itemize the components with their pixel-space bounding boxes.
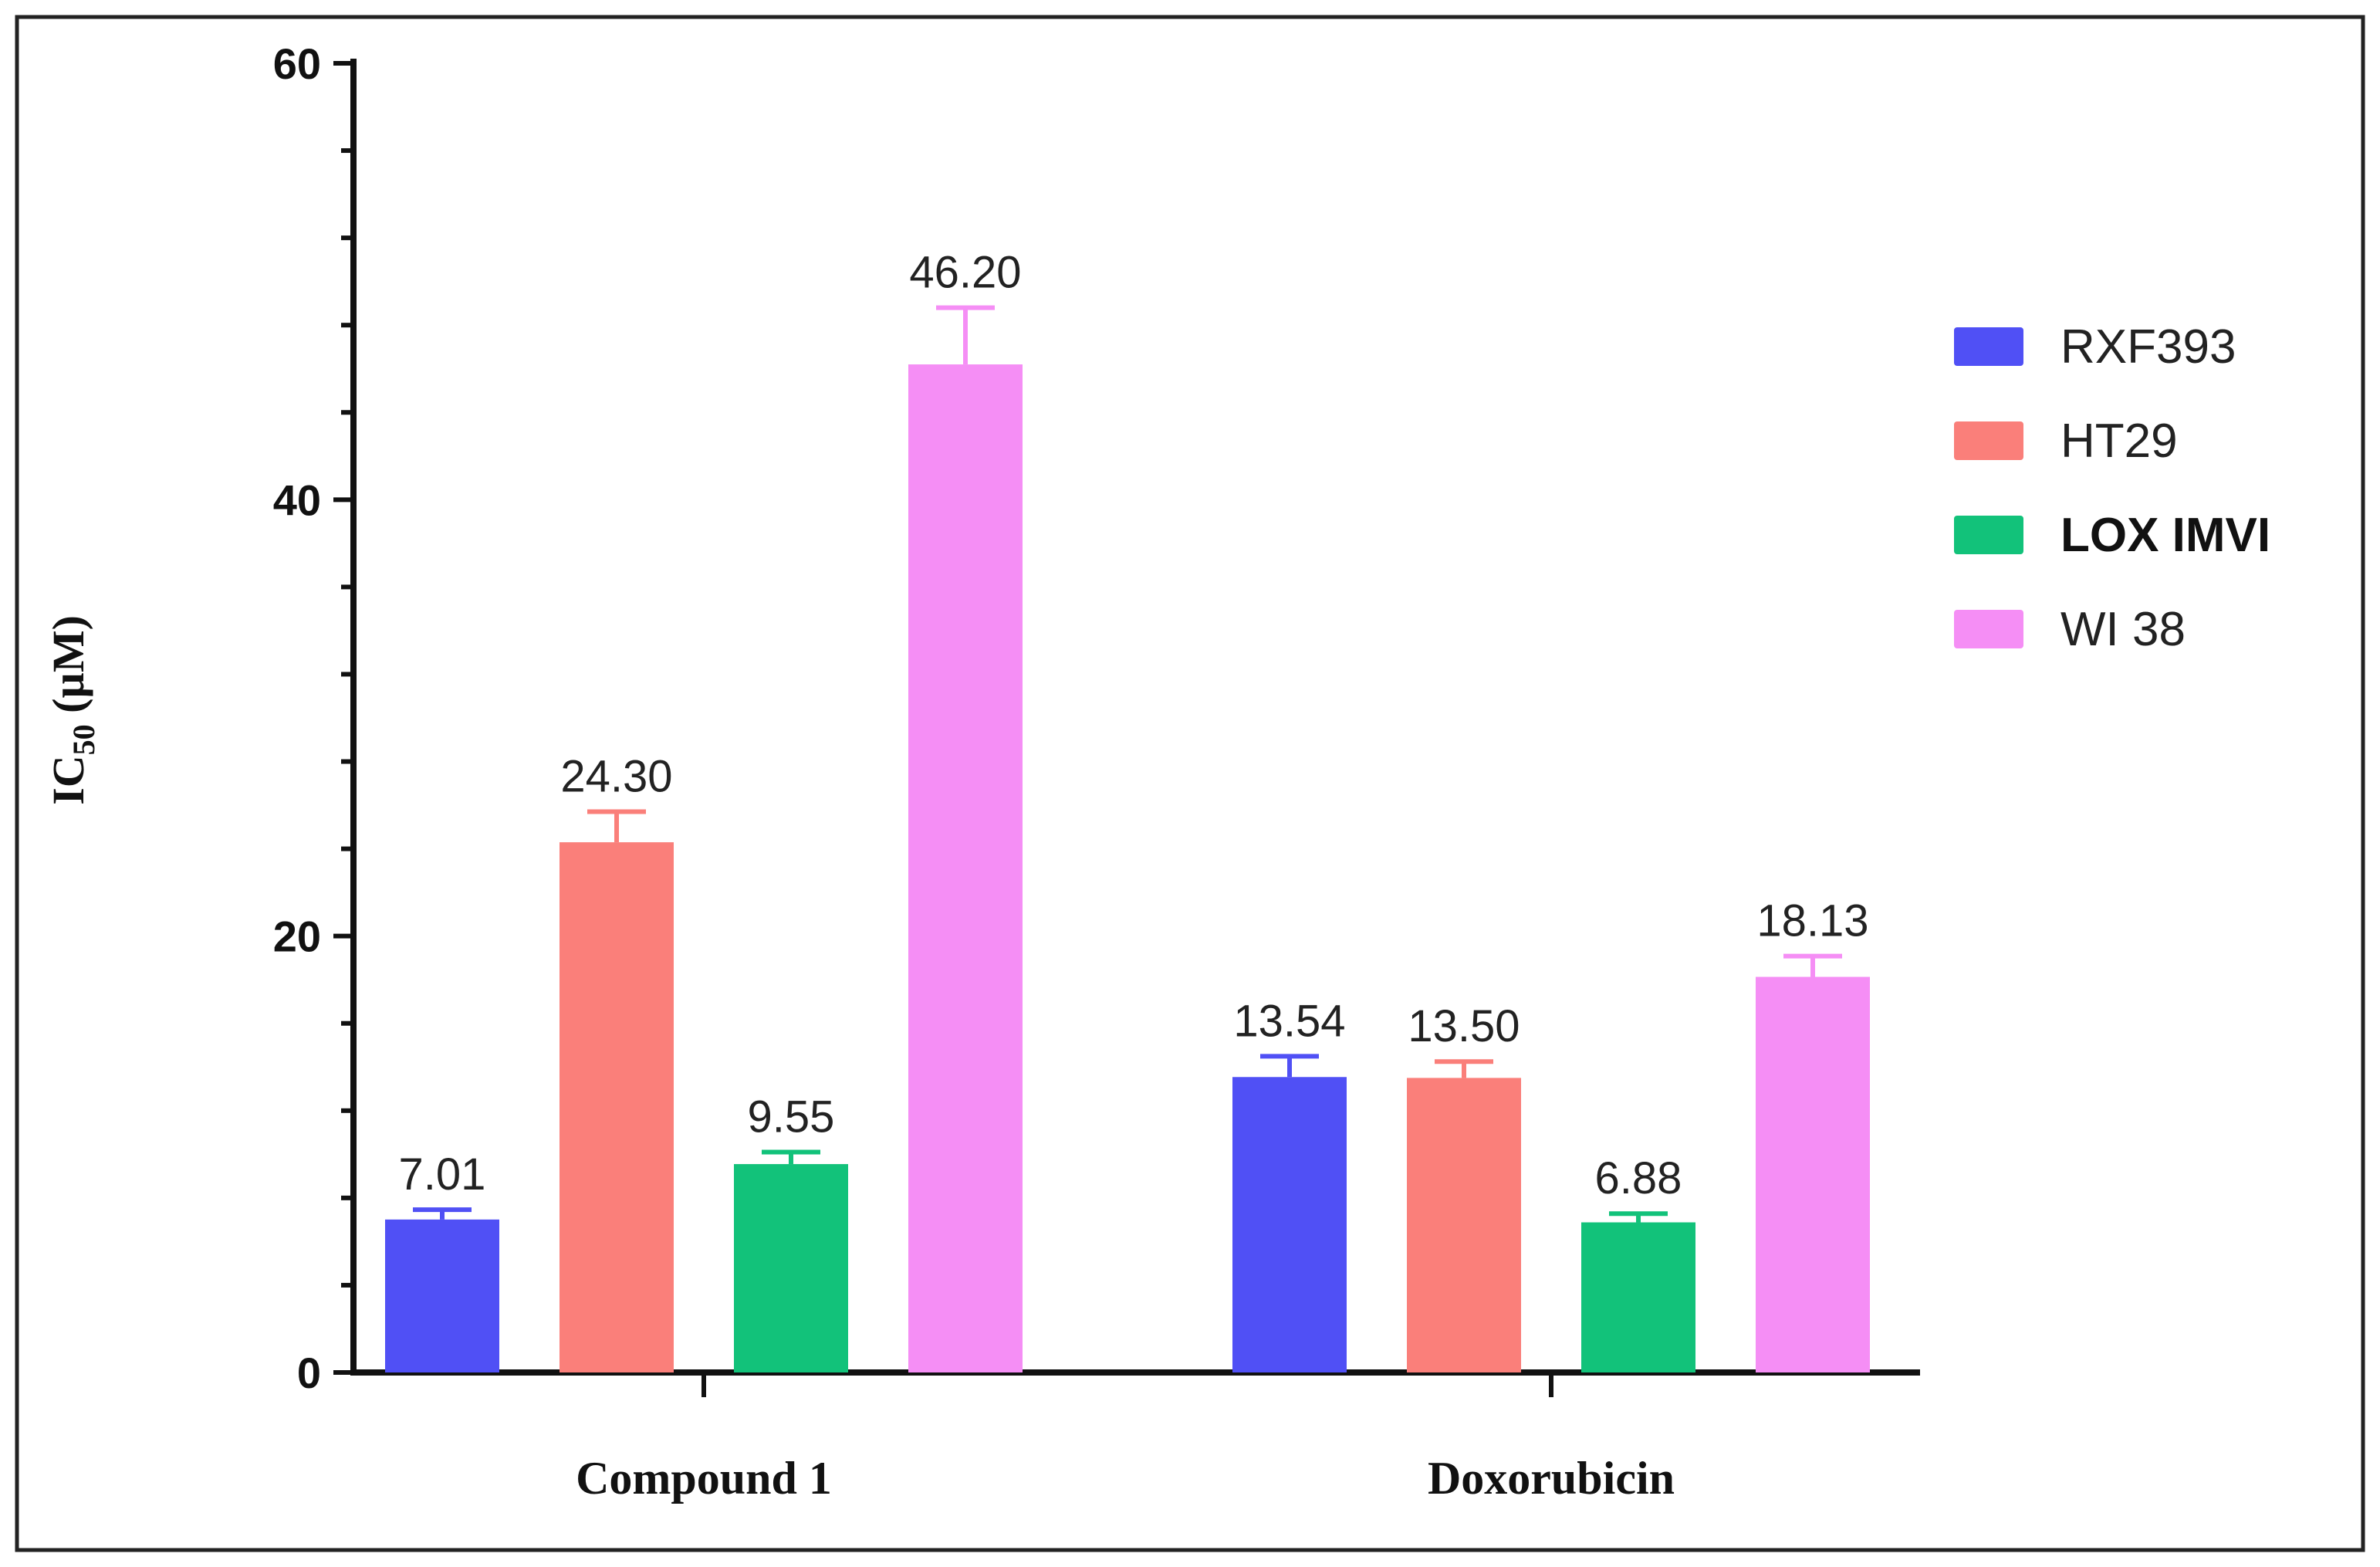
- data-label: 13.54: [1233, 996, 1345, 1046]
- legend-swatch: [1954, 516, 2023, 554]
- bar: [908, 364, 1023, 1373]
- plot-area: 0 20 40 60 Compound 1 7.01 24.30 9.55 46.20 Doxor…: [273, 39, 1920, 1504]
- bar: [1756, 976, 1870, 1372]
- data-label: 9.55: [748, 1092, 835, 1142]
- data-label: 46.20: [909, 248, 1021, 298]
- legend-label: LOX IMVI: [2061, 509, 2270, 562]
- y-axis-label-subscript: 50: [66, 724, 101, 755]
- bar: [1232, 1077, 1347, 1372]
- bar: [385, 1219, 499, 1372]
- y-axis-label-unit: (µM): [43, 615, 93, 724]
- legend-label: WI 38: [2061, 603, 2186, 656]
- legend-label: HT29: [2061, 415, 2178, 468]
- y-tick-label: 40: [273, 476, 321, 524]
- data-label: 24.30: [560, 752, 672, 802]
- y-tick-label: 60: [273, 39, 321, 88]
- bar: [1407, 1078, 1521, 1372]
- legend: RXF393 HT29 LOX IMVI WI 38: [1954, 320, 2270, 656]
- data-label: 6.88: [1595, 1153, 1682, 1203]
- legend-swatch: [1954, 421, 2023, 460]
- data-label: 13.50: [1408, 1001, 1520, 1051]
- legend-swatch: [1954, 327, 2023, 366]
- y-axis-label: IC50 (µM): [43, 615, 101, 805]
- x-category-label: Doxorubicin: [1428, 1453, 1675, 1504]
- bar: [1581, 1222, 1695, 1372]
- figure-frame: [15, 15, 2365, 1552]
- data-label: 18.13: [1756, 896, 1868, 946]
- bar: [560, 842, 674, 1372]
- y-tick-label: 0: [297, 1349, 321, 1397]
- y-axis-label-main: IC: [43, 755, 93, 804]
- x-category-label: Compound 1: [576, 1453, 832, 1504]
- data-label: 7.01: [399, 1149, 486, 1200]
- bar: [734, 1164, 848, 1372]
- y-tick-label: 20: [273, 912, 321, 961]
- legend-swatch: [1954, 610, 2023, 648]
- legend-label: RXF393: [2061, 320, 2236, 374]
